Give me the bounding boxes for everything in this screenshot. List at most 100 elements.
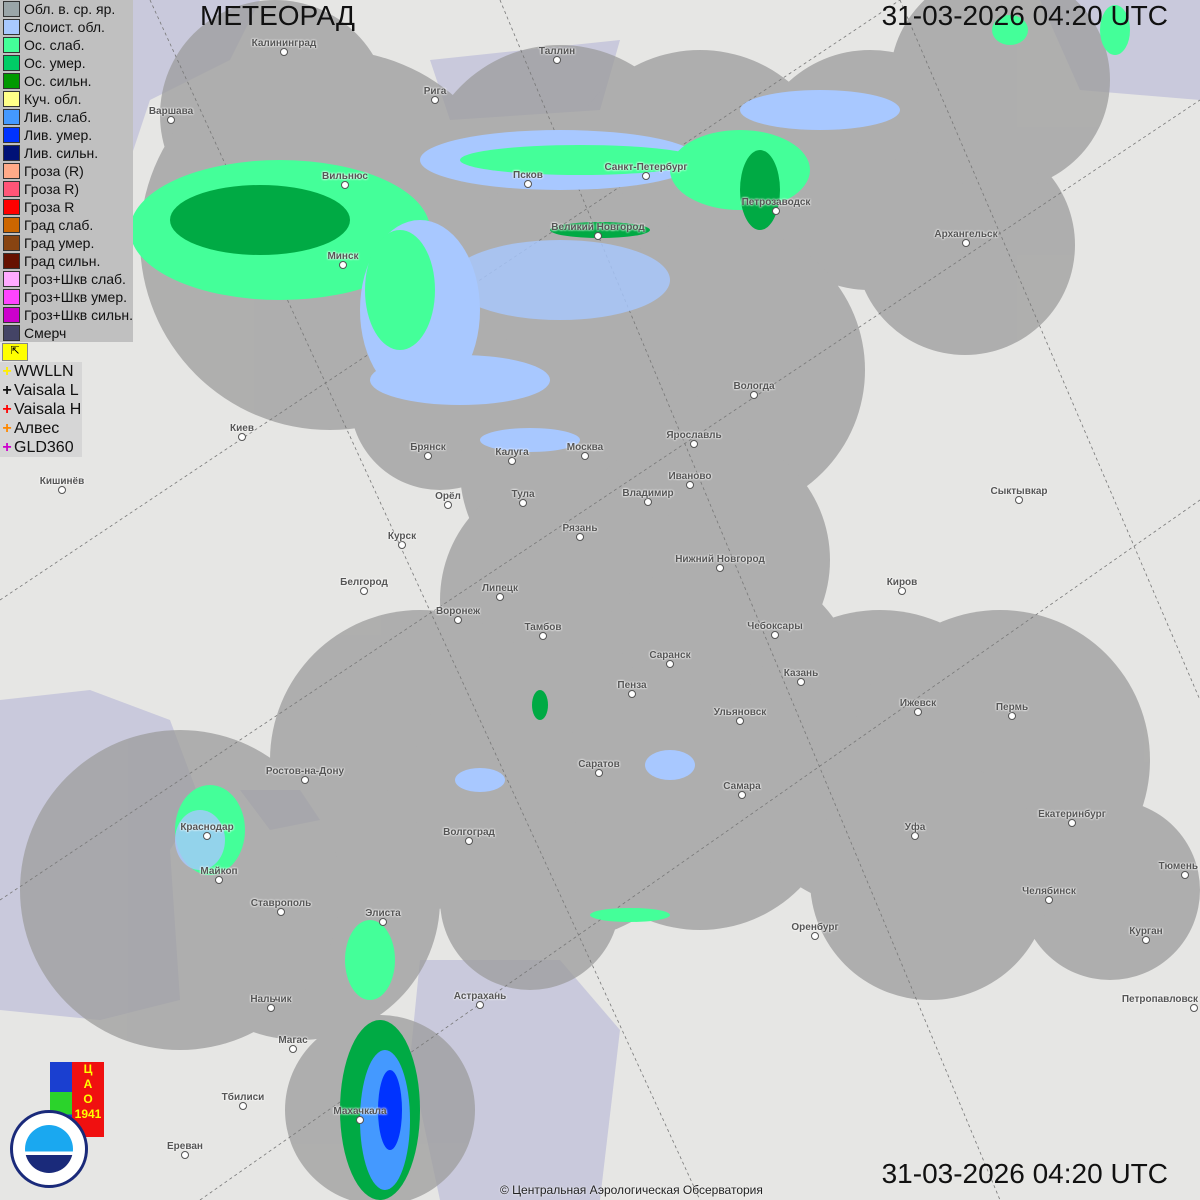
page-title: МЕТЕОРАД bbox=[200, 0, 355, 31]
lightning-source: + WWLLN bbox=[0, 362, 82, 381]
city-label: Саратов bbox=[578, 759, 620, 770]
city-marker bbox=[238, 433, 246, 441]
city-marker bbox=[277, 908, 285, 916]
city-label: Рига bbox=[423, 86, 447, 97]
city-marker bbox=[339, 261, 347, 269]
city-marker bbox=[398, 541, 406, 549]
city-label: Самара bbox=[723, 781, 761, 792]
city-marker bbox=[289, 1045, 297, 1053]
lightning-cross-icon: + bbox=[2, 362, 12, 380]
copyright: © Центральная Аэрологическая Обсерватори… bbox=[500, 1183, 763, 1197]
legend-item: Гроза (R) bbox=[0, 162, 133, 180]
legend-label: Гроз+Шкв умер. bbox=[24, 289, 128, 305]
city-marker bbox=[1045, 896, 1053, 904]
legend-item: Гроз+Шкв сильн. bbox=[0, 306, 133, 324]
city-marker bbox=[203, 832, 211, 840]
city-label: Курган bbox=[1129, 926, 1163, 937]
legend-swatch bbox=[3, 217, 20, 233]
city-label: Екатеринбург bbox=[1038, 809, 1106, 820]
legend-label: Ос. умер. bbox=[24, 55, 86, 71]
city-label: Липецк bbox=[482, 583, 518, 594]
city-marker bbox=[898, 587, 906, 595]
city-marker bbox=[628, 690, 636, 698]
city-marker bbox=[811, 932, 819, 940]
legend-item: Гроз+Шкв умер. bbox=[0, 288, 133, 306]
city-marker bbox=[666, 660, 674, 668]
legend-item: Град сильн. bbox=[0, 252, 133, 270]
city-label: Владимир bbox=[622, 488, 674, 499]
city-label: Тбилиси bbox=[221, 1092, 265, 1103]
city-label: Уфа bbox=[904, 822, 926, 833]
city-marker bbox=[772, 207, 780, 215]
city-marker bbox=[1190, 1004, 1198, 1012]
city-marker bbox=[539, 632, 547, 640]
city-marker bbox=[301, 776, 309, 784]
city-label: Ульяновск bbox=[713, 707, 767, 718]
legend-item: Гроз+Шкв слаб. bbox=[0, 270, 133, 288]
legend-swatch bbox=[3, 55, 20, 71]
legend-label: Гроз+Шкв сильн. bbox=[24, 307, 133, 323]
lightning-cross-icon: + bbox=[2, 400, 12, 418]
city-marker bbox=[424, 452, 432, 460]
city-marker bbox=[576, 533, 584, 541]
legend-label: Гроза R) bbox=[24, 181, 80, 197]
legend-label: Лив. умер. bbox=[24, 127, 93, 143]
city-label: Калуга bbox=[495, 447, 529, 458]
timestamp-top: 31-03-2026 04:20 UTC bbox=[881, 0, 1168, 31]
legend-swatch bbox=[3, 253, 20, 269]
city-marker bbox=[496, 593, 504, 601]
legend-swatch bbox=[3, 127, 20, 143]
flag-icon[interactable]: ⇱ bbox=[2, 343, 28, 361]
city-marker bbox=[750, 391, 758, 399]
legend-swatch bbox=[3, 235, 20, 251]
city-marker bbox=[476, 1001, 484, 1009]
legend-label: Лив. слаб. bbox=[24, 109, 92, 125]
city-label: Брянск bbox=[410, 442, 446, 453]
city-label: Великий Новгород bbox=[551, 222, 645, 233]
city-marker bbox=[797, 678, 805, 686]
city-label: Ярославль bbox=[666, 430, 722, 441]
city-marker bbox=[267, 1004, 275, 1012]
city-label: Петропавловск bbox=[1121, 994, 1198, 1005]
legend-item: Град умер. bbox=[0, 234, 133, 252]
lightning-label: Vaisala H bbox=[14, 400, 82, 418]
legend-item: Обл. в. ср. яр. bbox=[0, 0, 133, 18]
timestamp-bottom: 31-03-2026 04:20 UTC bbox=[881, 1158, 1168, 1189]
city-marker bbox=[1142, 936, 1150, 944]
city-label: Калининград bbox=[251, 38, 317, 49]
city-label: Оренбург bbox=[791, 922, 839, 933]
lightning-label: GLD360 bbox=[14, 438, 74, 456]
roshydromet-logo bbox=[10, 1110, 88, 1188]
legend-item: Ос. слаб. bbox=[0, 36, 133, 54]
city-label: Магас bbox=[278, 1035, 308, 1046]
city-marker bbox=[431, 96, 439, 104]
legend-swatch bbox=[3, 325, 20, 341]
city-label: Минск bbox=[327, 251, 359, 262]
city-marker bbox=[716, 564, 724, 572]
city-label: Махачкала bbox=[333, 1106, 387, 1117]
legend-swatch bbox=[3, 37, 20, 53]
city-label: Элиста bbox=[365, 908, 401, 919]
legend-swatch bbox=[3, 163, 20, 179]
precipitation-echoes bbox=[130, 5, 1130, 1200]
legend-label: Град сильн. bbox=[24, 253, 101, 269]
lightning-cross-icon: + bbox=[2, 438, 12, 456]
city-label: Чебоксары bbox=[747, 621, 803, 632]
lightning-label: Алвес bbox=[14, 419, 60, 437]
city-marker bbox=[465, 837, 473, 845]
legend-swatch bbox=[3, 199, 20, 215]
legend-label: Гроза R bbox=[24, 199, 75, 215]
city-marker bbox=[644, 498, 652, 506]
legend-item: Слоист. обл. bbox=[0, 18, 133, 36]
city-label: Москва bbox=[566, 442, 604, 453]
lightning-cross-icon: + bbox=[2, 419, 12, 437]
city-marker bbox=[686, 481, 694, 489]
legend-label: Куч. обл. bbox=[24, 91, 82, 107]
lightning-source: + Vaisala H bbox=[0, 400, 82, 419]
city-label: Таллин bbox=[538, 46, 576, 57]
city-label: Казань bbox=[783, 668, 819, 679]
city-marker bbox=[914, 708, 922, 716]
city-marker bbox=[58, 486, 66, 494]
